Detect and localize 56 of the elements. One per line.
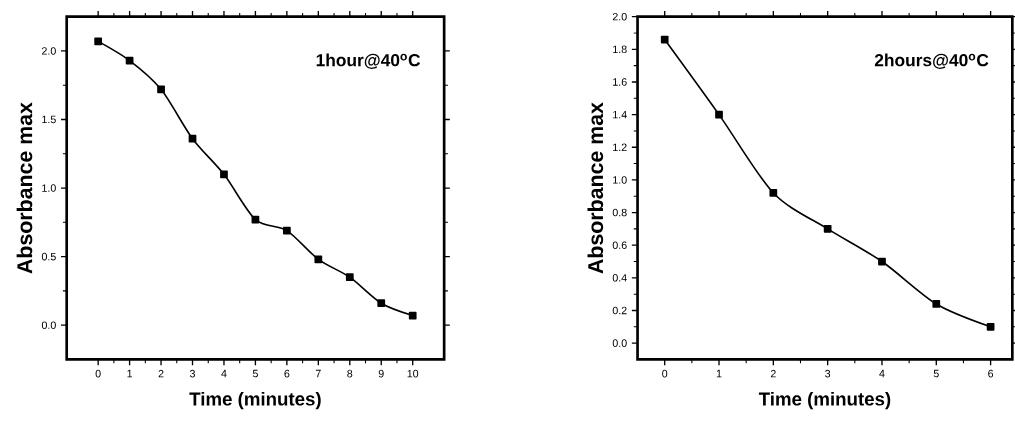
y-tick-label: 0.8 bbox=[612, 208, 627, 217]
y-tick-label: 1.2 bbox=[613, 143, 627, 151]
y-tick-label: 1.6 bbox=[613, 77, 627, 86]
x-tick-label: 8 bbox=[347, 369, 353, 378]
point bbox=[408, 311, 417, 320]
point bbox=[157, 85, 165, 93]
x-tick-label: 0 bbox=[662, 369, 668, 378]
point bbox=[220, 170, 228, 178]
point bbox=[986, 322, 995, 331]
point bbox=[932, 299, 941, 308]
point bbox=[660, 35, 669, 44]
y-tick-label: 1.5 bbox=[42, 115, 56, 123]
y-tick-label: 1.4 bbox=[613, 110, 627, 119]
y-axis-title: Absorbance max bbox=[16, 102, 33, 274]
point bbox=[345, 273, 354, 281]
x-tick-label: 10 bbox=[407, 369, 419, 378]
y-tick-label: 1.0 bbox=[42, 184, 56, 192]
y-tick-label: 0.4 bbox=[612, 273, 627, 282]
y-tick-label: 0.0 bbox=[41, 321, 56, 329]
x-tick-label: 3 bbox=[825, 369, 831, 378]
x-tick-label: 1 bbox=[716, 369, 722, 377]
y-tick-label: 2.0 bbox=[612, 12, 627, 21]
x-tick-label: 7 bbox=[315, 369, 321, 377]
x-tick-label: 6 bbox=[988, 369, 994, 378]
x-tick-label: 2 bbox=[158, 369, 164, 378]
y-axis-title: Absorbance max bbox=[587, 102, 604, 274]
y-tick-label: 2.0 bbox=[42, 46, 56, 55]
point bbox=[188, 134, 197, 143]
x-tick-label: 4 bbox=[879, 369, 885, 377]
point bbox=[377, 299, 386, 307]
point bbox=[94, 37, 103, 45]
point bbox=[283, 226, 291, 235]
x-tick-label: 3 bbox=[189, 369, 195, 378]
y-tick-label: 0.5 bbox=[41, 252, 56, 261]
x-tick-label: 5 bbox=[933, 369, 939, 378]
y-tick-label: 0.2 bbox=[612, 306, 627, 315]
x-tick-label: 1 bbox=[127, 369, 133, 377]
x-tick-label: 2 bbox=[770, 369, 776, 378]
point bbox=[715, 110, 723, 119]
annotation: 2hours@40$^{o}$C bbox=[874, 53, 989, 69]
x-tick-label: 5 bbox=[252, 369, 258, 378]
point bbox=[878, 257, 886, 266]
x-axis-title: Time (minutes) bbox=[189, 391, 321, 410]
y-tick-label: 0.6 bbox=[612, 241, 627, 249]
point bbox=[823, 224, 832, 233]
y-tick-label: 0.0 bbox=[612, 339, 627, 347]
y-tick-label: 1.8 bbox=[613, 45, 627, 53]
y-tick-label: 1.0 bbox=[613, 175, 627, 184]
x-tick-label: 6 bbox=[284, 369, 290, 378]
x-tick-label: 0 bbox=[95, 369, 101, 378]
point bbox=[314, 255, 323, 263]
annotation: 1hour@40$^{o}$C bbox=[316, 53, 421, 69]
x-tick-label: 4 bbox=[221, 369, 227, 377]
x-axis-title: Time (minutes) bbox=[758, 391, 891, 410]
x-tick-label: 9 bbox=[378, 369, 384, 378]
point bbox=[769, 188, 778, 197]
